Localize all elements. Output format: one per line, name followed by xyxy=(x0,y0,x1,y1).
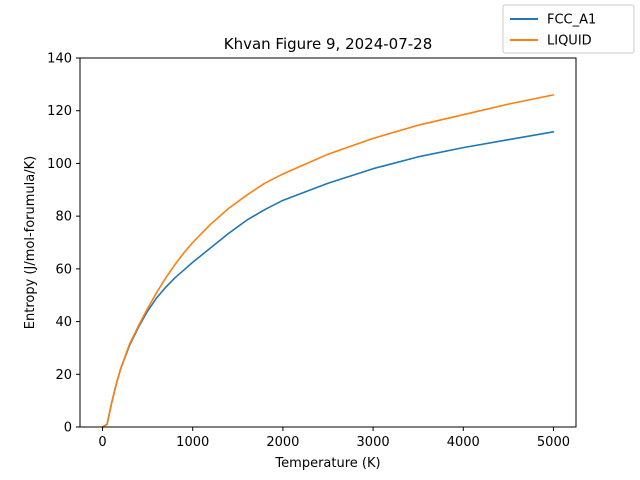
y-axis: 0 20 40 60 80 100 120 140 xyxy=(47,52,80,436)
axes-frame xyxy=(79,57,577,428)
x-tick-label: 5000 xyxy=(537,435,570,450)
x-tick-label: 2000 xyxy=(266,435,299,450)
y-tick-label: 60 xyxy=(55,262,72,277)
y-tick-label: 0 xyxy=(64,421,72,436)
x-tick-label: 0 xyxy=(98,435,106,450)
x-tick-label: 4000 xyxy=(447,435,480,450)
x-tick-label: 1000 xyxy=(176,435,209,450)
y-axis-label: Entropy (J/mol-forumula/K) xyxy=(23,156,38,329)
legend-label-liquid: LIQUID xyxy=(547,34,592,49)
y-tick-label: 100 xyxy=(47,157,72,172)
chart-title: Khvan Figure 9, 2024-07-28 xyxy=(224,35,433,53)
series-line-fcc-a1 xyxy=(101,131,555,428)
legend-label-fcc-a1: FCC_A1 xyxy=(547,13,596,28)
x-tick-label: 3000 xyxy=(357,435,390,450)
y-tick-label: 20 xyxy=(55,368,72,383)
y-tick-label: 140 xyxy=(47,52,72,67)
series-line-liquid xyxy=(101,94,555,428)
legend: FCC_A1 LIQUID xyxy=(502,4,635,54)
y-tick-label: 80 xyxy=(55,210,72,225)
y-tick-label: 40 xyxy=(55,315,72,330)
y-tick-label: 120 xyxy=(47,104,72,119)
plot-area xyxy=(101,94,555,428)
x-axis-label: Temperature (K) xyxy=(274,456,380,471)
x-axis: 0 1000 2000 3000 4000 5000 xyxy=(98,427,570,450)
